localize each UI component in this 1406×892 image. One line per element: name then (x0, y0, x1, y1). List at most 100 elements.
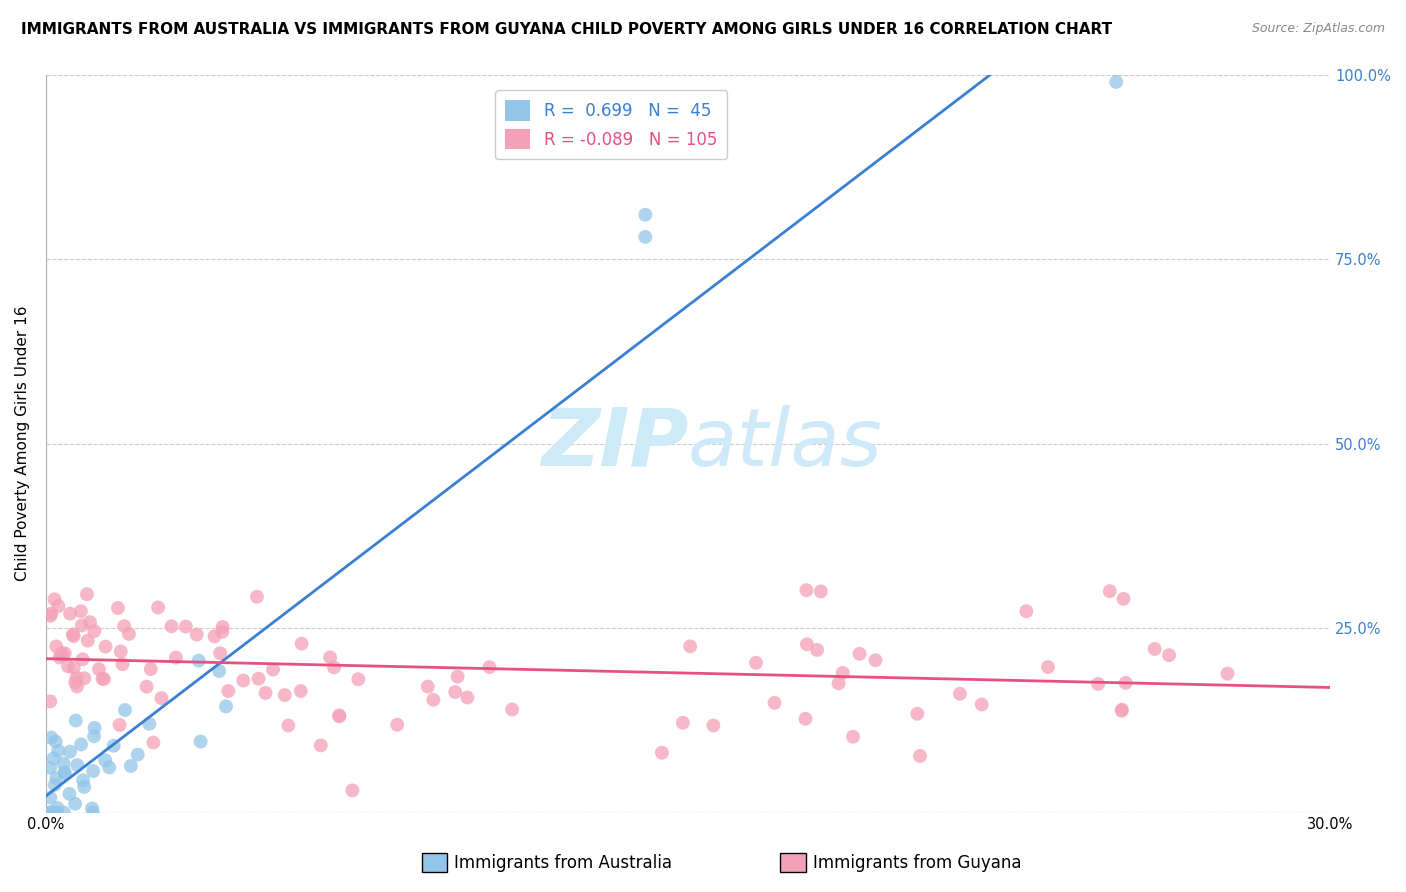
Point (56, 659, 79, 673)
Point (794, 712, 817, 726)
Point (796, 583, 818, 598)
Point (76, 633, 98, 648)
Point (1216, 666, 1239, 681)
Point (39, 805, 62, 820)
Point (204, 629, 226, 643)
Point (62, 629, 84, 643)
Point (39, 608, 62, 623)
Point (76, 587, 98, 601)
Point (72, 652, 94, 666)
Point (42, 751, 65, 765)
Point (186, 627, 208, 641)
Point (848, 647, 870, 661)
Point (323, 660, 346, 674)
Point (160, 619, 183, 633)
Point (62, 661, 84, 675)
Point (66, 680, 89, 694)
Point (66, 758, 89, 772)
Point (217, 684, 239, 698)
Text: ZIP: ZIP (541, 405, 688, 483)
Point (634, 230, 657, 244)
Point (80, 801, 103, 815)
Point (41, 805, 63, 820)
Point (831, 665, 853, 680)
Point (262, 663, 284, 677)
Point (70, 618, 93, 632)
Point (108, 718, 131, 732)
Point (53, 646, 76, 660)
Point (52, 648, 75, 662)
Point (211, 624, 233, 639)
Point (1157, 648, 1180, 662)
Point (865, 653, 887, 667)
Point (446, 670, 468, 684)
Point (1111, 704, 1133, 718)
Point (908, 748, 931, 763)
Point (107, 601, 129, 615)
Point (45, 772, 67, 786)
Point (501, 702, 523, 716)
Point (290, 684, 312, 698)
Point (347, 672, 370, 686)
Point (905, 706, 928, 721)
Point (46, 744, 69, 758)
Point (53, 766, 76, 780)
Point (59, 607, 82, 621)
Point (422, 692, 444, 706)
Point (1105, 75, 1128, 89)
Point (444, 685, 467, 699)
Point (44, 778, 66, 792)
Point (65, 714, 87, 728)
Point (114, 703, 136, 717)
Point (118, 627, 141, 641)
Text: Immigrants from Australia: Immigrants from Australia (454, 854, 672, 871)
Point (1015, 604, 1038, 618)
Point (1098, 584, 1121, 599)
Point (1112, 591, 1135, 606)
Point (1143, 642, 1166, 657)
Point (328, 708, 350, 723)
Point (827, 676, 849, 690)
Point (70, 604, 93, 618)
Point (127, 747, 149, 762)
Point (232, 673, 254, 688)
Point (91, 672, 114, 686)
Point (39, 790, 62, 805)
Point (142, 735, 165, 749)
Point (138, 716, 160, 731)
Point (73, 780, 96, 794)
Point (39, 805, 62, 820)
Point (702, 718, 724, 732)
Point (72, 773, 94, 788)
Point (112, 619, 135, 633)
Point (208, 664, 231, 678)
Legend: R =  0.699   N =  45, R = -0.089   N = 105: R = 0.699 N = 45, R = -0.089 N = 105 (495, 90, 727, 160)
Point (309, 739, 332, 753)
Text: IMMIGRANTS FROM AUSTRALIA VS IMMIGRANTS FROM GUYANA CHILD POVERTY AMONG GIRLS UN: IMMIGRANTS FROM AUSTRALIA VS IMMIGRANTS … (21, 22, 1112, 37)
Point (63, 797, 86, 811)
Point (48, 599, 70, 613)
Point (291, 637, 314, 651)
Point (949, 687, 972, 701)
Point (478, 660, 501, 674)
Point (53, 765, 76, 780)
Point (328, 709, 350, 723)
Point (672, 715, 695, 730)
Point (70, 738, 93, 752)
Point (51, 646, 73, 660)
Point (66, 671, 89, 685)
Point (79, 615, 101, 630)
Point (277, 718, 299, 732)
Point (83, 721, 105, 735)
Point (745, 656, 768, 670)
Point (1115, 676, 1137, 690)
Point (83, 624, 105, 639)
Point (39, 694, 62, 708)
Point (1036, 660, 1059, 674)
Point (679, 640, 702, 654)
Point (634, 208, 657, 222)
Point (187, 654, 209, 668)
Point (246, 590, 269, 604)
Point (209, 646, 232, 660)
Point (110, 644, 132, 658)
